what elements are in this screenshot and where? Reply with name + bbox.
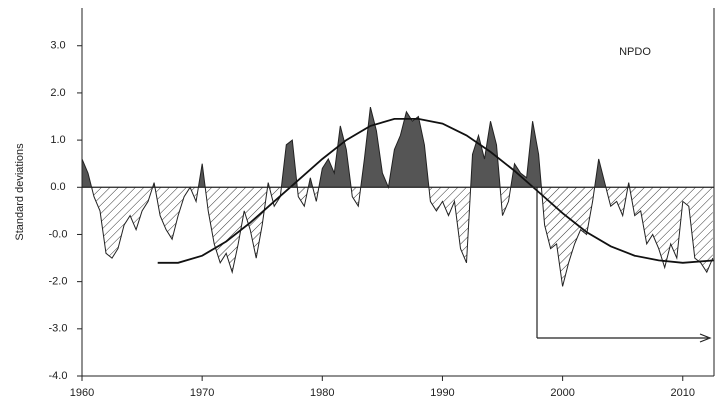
x-tick-label: 1980 <box>310 387 334 399</box>
negative-area <box>91 187 713 287</box>
y-tick-label: 2.0 <box>50 87 65 99</box>
y-tick-label: 3.0 <box>50 40 65 52</box>
cycle-line <box>157 118 715 264</box>
x-tick-label: 1960 <box>70 387 94 399</box>
y-tick-label: -0.0 <box>49 228 68 240</box>
x-tick-label: 2010 <box>671 387 695 399</box>
index-line <box>81 106 714 287</box>
y-axis-label: Standard deviations <box>14 143 26 241</box>
x-tick-label: 2000 <box>550 387 574 399</box>
annotation: NPDO <box>619 46 651 58</box>
x-tick-label: 1970 <box>190 387 214 399</box>
y-tick-label: 1.0 <box>50 134 65 146</box>
x-tick-label: 1990 <box>430 387 454 399</box>
positive-area <box>82 107 713 188</box>
y-tick-label: -2.0 <box>49 276 68 288</box>
y-tick-label: -3.0 <box>49 323 68 335</box>
arrow-head <box>699 333 712 343</box>
y-tick-label: -4.0 <box>49 370 68 382</box>
y-tick-label: 0.0 <box>50 181 65 193</box>
